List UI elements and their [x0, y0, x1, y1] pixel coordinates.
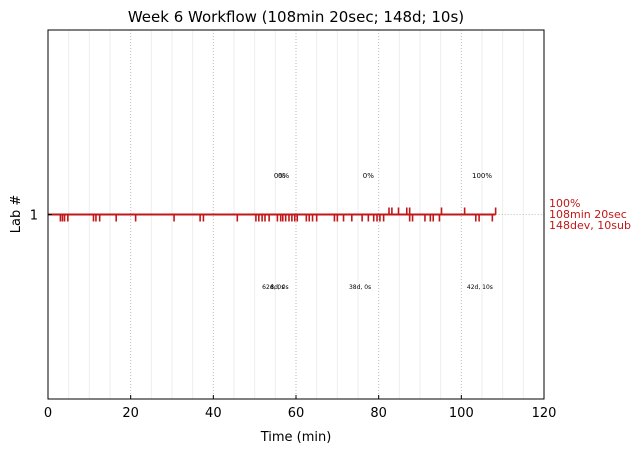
stat-annotation: 42d, 10s	[467, 284, 493, 291]
percent-annotation: 0%	[274, 172, 285, 180]
stat-annotation: 38d, 0s	[349, 284, 371, 291]
percent-annotation: 100%	[472, 172, 492, 180]
percent-annotation: 0%	[363, 172, 374, 180]
x-tick-label: 100	[449, 406, 474, 421]
stat-annotation: 8d, 0s	[270, 284, 288, 291]
x-tick-label: 120	[532, 406, 557, 421]
row-summary-line: 108min 20sec	[549, 208, 627, 221]
x-tick-label: 80	[370, 406, 387, 421]
stat-annotation: 62d, 0s	[262, 284, 284, 291]
data-layer	[48, 207, 546, 222]
y-axis-label: Lab #	[9, 195, 24, 234]
x-tick-label: 60	[288, 406, 305, 421]
x-tick-label: 20	[122, 406, 139, 421]
x-tick-label: 40	[205, 406, 222, 421]
chart-title: Week 6 Workflow (108min 20sec; 148d; 10s…	[128, 8, 464, 26]
x-axis-label: Time (min)	[260, 430, 332, 445]
row-summary-line: 100%	[549, 197, 580, 210]
row-summary-line: 148dev, 10sub	[549, 219, 631, 232]
y-tick-label: 1	[30, 209, 38, 224]
x-tick-label: 0	[44, 406, 52, 421]
tick-layer: 0 20 40 60 80 100 120 1	[30, 209, 557, 422]
percent-annotation: 0%	[278, 172, 289, 180]
